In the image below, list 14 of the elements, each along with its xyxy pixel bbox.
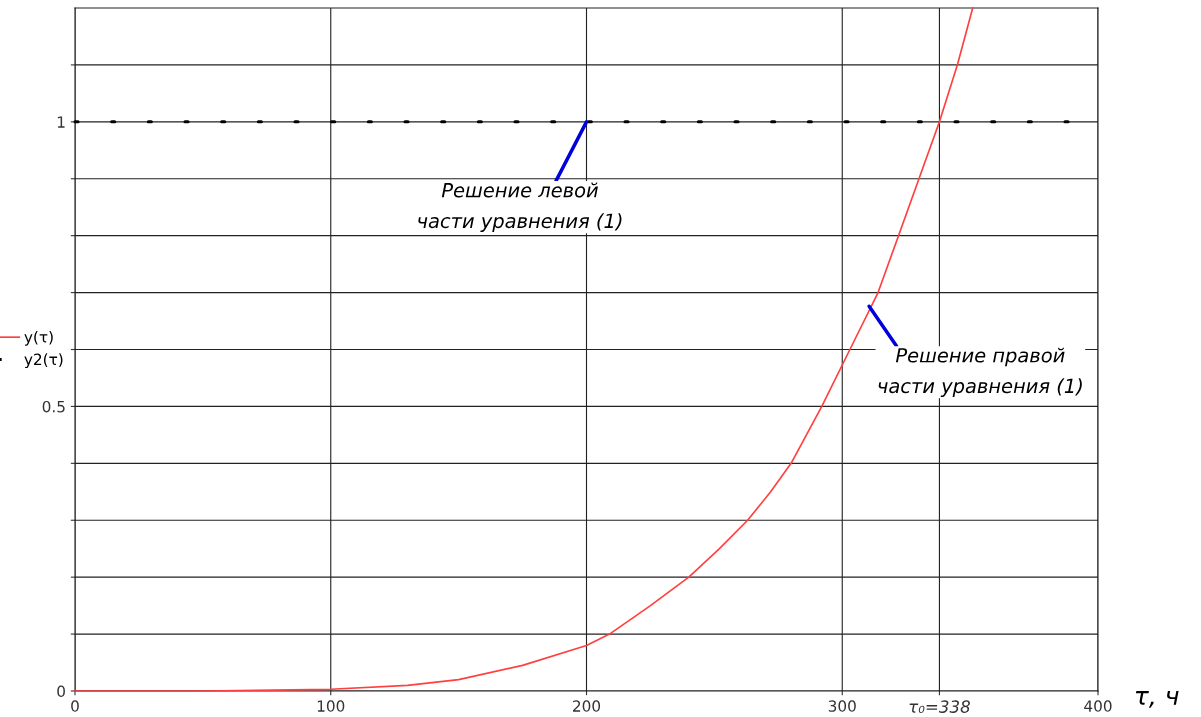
x-axis-title: τ, ч — [1135, 691, 1179, 708]
x-tick-label: 400 — [1084, 700, 1112, 712]
annotation: Решение левой части уравнения (1) — [418, 182, 622, 232]
y-tick-label: 1 — [57, 116, 65, 128]
x-tick-label: τ₀=338 — [909, 700, 970, 713]
x-tick-label: 100 — [317, 700, 345, 712]
annotation: Решение правой части уравнения (1) — [878, 347, 1082, 397]
legend-label: y(τ) — [24, 330, 53, 346]
legend-label: y2(τ) — [24, 353, 63, 369]
x-tick-label: 300 — [828, 700, 856, 712]
y-tick-label: 0 — [57, 685, 65, 698]
x-tick-label: 200 — [573, 700, 601, 712]
y-tick-label: 0.5 — [42, 400, 65, 413]
x-tick-label: 0 — [71, 700, 79, 712]
